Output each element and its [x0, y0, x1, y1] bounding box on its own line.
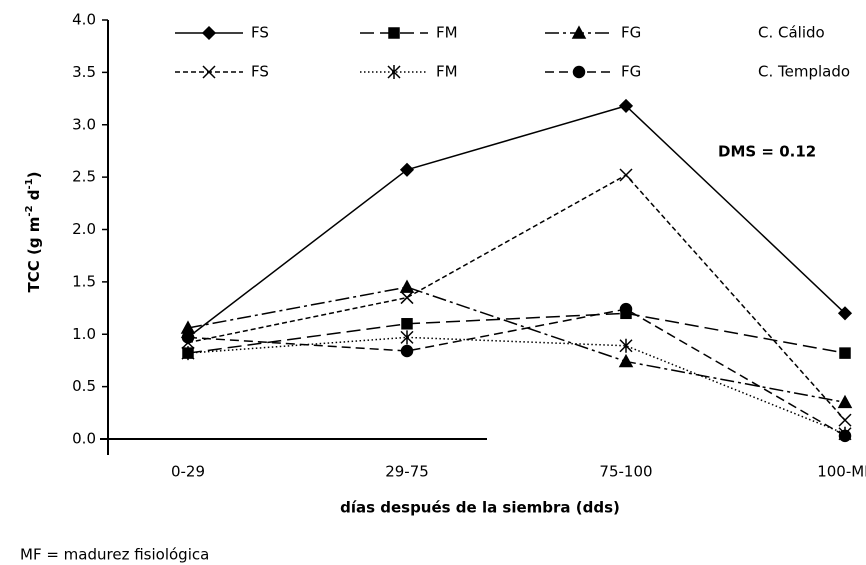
marker — [619, 302, 633, 316]
marker — [401, 318, 413, 330]
y-axis-label-part: d — [25, 189, 43, 205]
y-tick-label: 3.0 — [72, 115, 96, 133]
marker — [399, 162, 415, 177]
footnote: MF = madurez fisiológica — [20, 546, 209, 564]
marker — [181, 331, 195, 344]
legend-marker — [571, 25, 587, 39]
marker — [400, 344, 414, 358]
y-tick-label: 1.0 — [72, 325, 96, 343]
marker — [618, 353, 634, 368]
legend-row-label: C. Cálido — [758, 24, 825, 42]
series-line — [187, 105, 846, 338]
marker — [837, 306, 853, 321]
legend-marker — [388, 27, 400, 39]
marker — [619, 168, 633, 182]
series-line — [187, 312, 846, 354]
marker — [838, 413, 852, 427]
marker — [181, 346, 195, 361]
y-tick-label: 0.0 — [72, 430, 96, 448]
marker — [619, 338, 633, 353]
x-tick-label: 29-75 — [385, 463, 429, 481]
legend-row-label: C. Templado — [758, 63, 850, 81]
legend-marker — [202, 65, 216, 79]
y-tick-label: 1.5 — [72, 272, 96, 290]
marker — [399, 279, 415, 293]
legend-label: FS — [251, 63, 269, 81]
legend-label: FG — [621, 63, 641, 81]
y-axis-label-part: -2 — [24, 205, 35, 216]
y-axis-label-part: ) — [25, 172, 43, 179]
x-tick-label: 100-MF — [817, 463, 866, 481]
marker — [400, 291, 414, 305]
marker — [839, 347, 851, 359]
legend-marker — [572, 65, 586, 79]
marker — [838, 429, 852, 443]
legend-label: FM — [436, 63, 458, 81]
marker — [618, 98, 634, 113]
x-axis-label: días después de la siembra (dds) — [340, 499, 620, 517]
y-axis-label-part: -1 — [24, 178, 35, 189]
series-line — [187, 308, 846, 437]
marker — [400, 330, 414, 345]
legend-label: FM — [436, 24, 458, 42]
series-line — [187, 286, 846, 404]
legend-label: FG — [621, 24, 641, 42]
legend-marker — [387, 65, 401, 79]
y-tick-label: 2.5 — [72, 168, 96, 186]
series-line — [187, 336, 846, 435]
x-tick-label: 75-100 — [599, 463, 652, 481]
legend-label: FS — [251, 24, 269, 42]
y-tick-label: 0.5 — [72, 377, 96, 395]
y-axis-label: TCC (g m-2 d-1) — [24, 172, 43, 293]
y-tick-label: 2.0 — [72, 220, 96, 238]
y-tick-label: 4.0 — [72, 11, 96, 29]
y-axis-label-part: TCC (g m — [25, 217, 43, 293]
annotation: DMS = 0.12 — [718, 143, 816, 161]
marker — [837, 394, 853, 409]
x-tick-label: 0-29 — [171, 463, 205, 481]
legend-marker — [201, 25, 217, 41]
y-tick-label: 3.5 — [72, 63, 96, 81]
